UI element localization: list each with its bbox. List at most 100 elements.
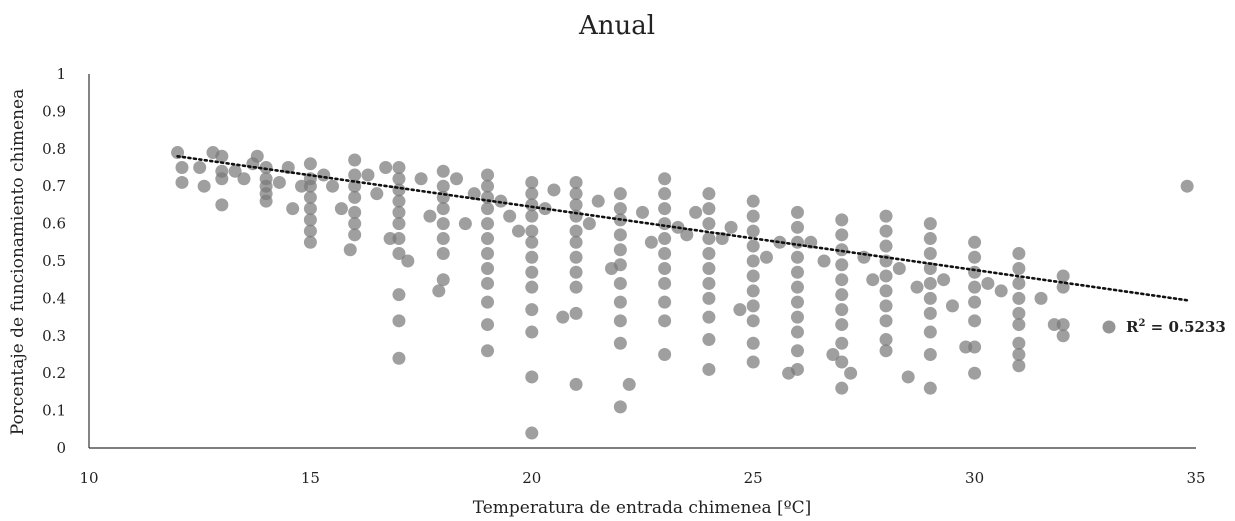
data-point [968, 295, 982, 309]
data-point [525, 224, 539, 238]
x-tick-label: 30 [965, 469, 984, 487]
data-point [392, 314, 406, 328]
data-point [835, 355, 849, 369]
data-point [525, 265, 539, 279]
data-point [1012, 359, 1026, 373]
data-point [392, 205, 406, 219]
data-point [835, 258, 849, 272]
data-point [481, 295, 495, 309]
data-point [481, 261, 495, 275]
data-point [658, 232, 672, 246]
data-point [481, 247, 495, 261]
data-point [892, 261, 906, 275]
data-point [613, 336, 627, 350]
data-point [835, 288, 849, 302]
y-tick-label: 0.7 [42, 177, 66, 195]
data-point [773, 235, 787, 249]
data-point [481, 202, 495, 216]
data-point [968, 366, 982, 380]
y-axis: 0 0.1 0.2 0.3 0.4 0.5 0.6 0.7 0.8 0.9 1 [42, 65, 90, 457]
data-point [658, 314, 672, 328]
data-point [392, 288, 406, 302]
data-point [525, 370, 539, 384]
data-point [702, 187, 716, 201]
data-point [835, 336, 849, 350]
data-point [272, 175, 286, 189]
data-point [237, 172, 251, 186]
data-point [879, 314, 893, 328]
data-point [569, 187, 583, 201]
data-point [879, 254, 893, 268]
data-point [715, 232, 729, 246]
data-point [923, 247, 937, 261]
data-point [481, 232, 495, 246]
data-point [746, 284, 760, 298]
data-point [1012, 276, 1026, 290]
data-point [525, 187, 539, 201]
data-point [923, 306, 937, 320]
data-point [923, 325, 937, 339]
data-point [1012, 318, 1026, 332]
data-point [702, 310, 716, 324]
data-point [569, 198, 583, 212]
data-point [525, 198, 539, 212]
data-point [1012, 261, 1026, 275]
data-point [582, 217, 596, 231]
data-point [759, 250, 773, 264]
data-point [658, 295, 672, 309]
data-point [923, 232, 937, 246]
data-point [835, 303, 849, 317]
data-point [746, 355, 760, 369]
data-point [923, 261, 937, 275]
data-point [569, 209, 583, 223]
data-point [1012, 291, 1026, 305]
data-point [414, 172, 428, 186]
data-point [525, 280, 539, 294]
data-point [423, 209, 437, 223]
data-point [613, 187, 627, 201]
data-point [879, 209, 893, 223]
data-point [436, 179, 450, 193]
data-point [303, 224, 317, 238]
data-point [303, 213, 317, 227]
data-point [525, 175, 539, 189]
data-point [910, 280, 924, 294]
data-point [680, 228, 694, 242]
data-point [746, 194, 760, 208]
data-point [689, 205, 703, 219]
data-point [790, 310, 804, 324]
data-point [945, 299, 959, 313]
data-point [569, 265, 583, 279]
data-point [968, 340, 982, 354]
data-point [481, 217, 495, 231]
data-point [436, 202, 450, 216]
data-point [702, 362, 716, 376]
data-point [790, 265, 804, 279]
y-tick-label: 0.1 [42, 402, 66, 420]
data-point [613, 295, 627, 309]
data-point [923, 217, 937, 231]
y-tick-label: 0.2 [42, 364, 66, 382]
data-point [879, 333, 893, 347]
data-point [613, 400, 627, 414]
data-point [835, 213, 849, 227]
y-tick-label: 0.3 [42, 327, 66, 345]
data-point [817, 254, 831, 268]
data-point [525, 209, 539, 223]
data-point [1056, 329, 1070, 343]
data-point [569, 250, 583, 264]
data-point [591, 194, 605, 208]
data-point [467, 187, 481, 201]
data-point [746, 254, 760, 268]
y-axis-label: Porcentaje de funcionamiento chimenea [8, 89, 28, 435]
data-point [790, 235, 804, 249]
data-point [1034, 291, 1048, 305]
data-point [348, 190, 362, 204]
data-point [866, 273, 880, 287]
data-point [702, 276, 716, 290]
data-point [569, 224, 583, 238]
y-tick-label: 0.5 [42, 252, 66, 270]
data-point [644, 235, 658, 249]
data-point [303, 157, 317, 171]
